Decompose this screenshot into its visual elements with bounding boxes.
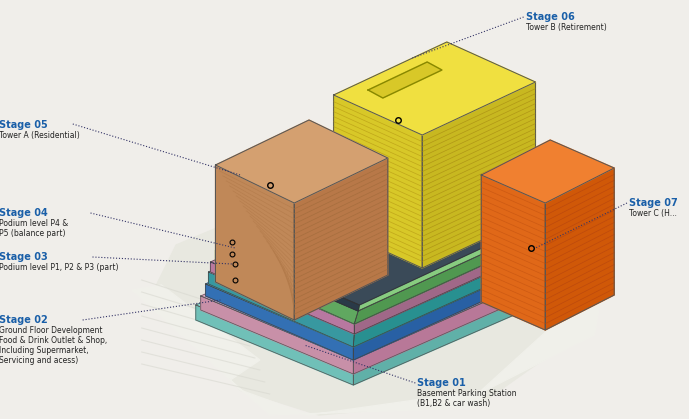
Polygon shape (196, 230, 526, 370)
Text: Tower B (Retirement): Tower B (Retirement) (526, 23, 606, 32)
Text: Stage 05: Stage 05 (0, 120, 48, 130)
Polygon shape (216, 165, 294, 320)
Polygon shape (353, 295, 526, 385)
Polygon shape (545, 168, 614, 330)
Polygon shape (156, 160, 604, 415)
Polygon shape (132, 285, 260, 380)
Text: Podium level P1, P2 & P3 (part): Podium level P1, P2 & P3 (part) (0, 263, 119, 272)
Polygon shape (482, 140, 614, 203)
Polygon shape (200, 296, 353, 374)
Polygon shape (230, 380, 486, 415)
Polygon shape (422, 82, 535, 268)
Polygon shape (200, 222, 521, 360)
Polygon shape (209, 272, 354, 347)
Polygon shape (333, 95, 422, 268)
Polygon shape (353, 262, 514, 347)
Text: Stage 01: Stage 01 (418, 378, 466, 388)
Text: Tower C (H...: Tower C (H... (629, 209, 677, 218)
Polygon shape (218, 174, 510, 305)
Text: Stage 07: Stage 07 (629, 198, 678, 208)
Text: Ground Floor Development: Ground Floor Development (0, 326, 103, 335)
Text: Podium level P4 &: Podium level P4 & (0, 219, 68, 228)
Text: Stage 03: Stage 03 (0, 252, 48, 262)
Text: Basement Parking Station: Basement Parking Station (418, 389, 517, 398)
Polygon shape (206, 211, 516, 347)
Text: Stage 06: Stage 06 (526, 12, 575, 22)
Polygon shape (294, 158, 388, 320)
Text: Stage 02: Stage 02 (0, 315, 48, 325)
Polygon shape (216, 120, 388, 203)
Polygon shape (206, 284, 353, 360)
Polygon shape (196, 305, 353, 385)
Polygon shape (368, 62, 442, 98)
Text: Stage 04: Stage 04 (0, 208, 48, 218)
Polygon shape (476, 245, 609, 395)
Text: Food & Drink Outlet & Shop,: Food & Drink Outlet & Shop, (0, 336, 107, 345)
Polygon shape (209, 200, 514, 334)
Polygon shape (216, 180, 511, 311)
Polygon shape (482, 175, 545, 330)
Polygon shape (354, 252, 512, 334)
Text: Including Supermarket,: Including Supermarket, (0, 346, 89, 355)
Polygon shape (216, 250, 358, 324)
Text: P5 (balance part): P5 (balance part) (0, 229, 65, 238)
Text: Tower A (Residential): Tower A (Residential) (0, 131, 80, 140)
Polygon shape (353, 274, 516, 360)
Polygon shape (211, 262, 354, 334)
Text: Servicing and acess): Servicing and acess) (0, 356, 79, 365)
Polygon shape (211, 190, 512, 324)
Polygon shape (354, 241, 511, 324)
Polygon shape (333, 42, 535, 135)
Text: (B1,B2 & car wash): (B1,B2 & car wash) (418, 399, 491, 408)
Polygon shape (218, 244, 359, 311)
Polygon shape (353, 286, 521, 374)
